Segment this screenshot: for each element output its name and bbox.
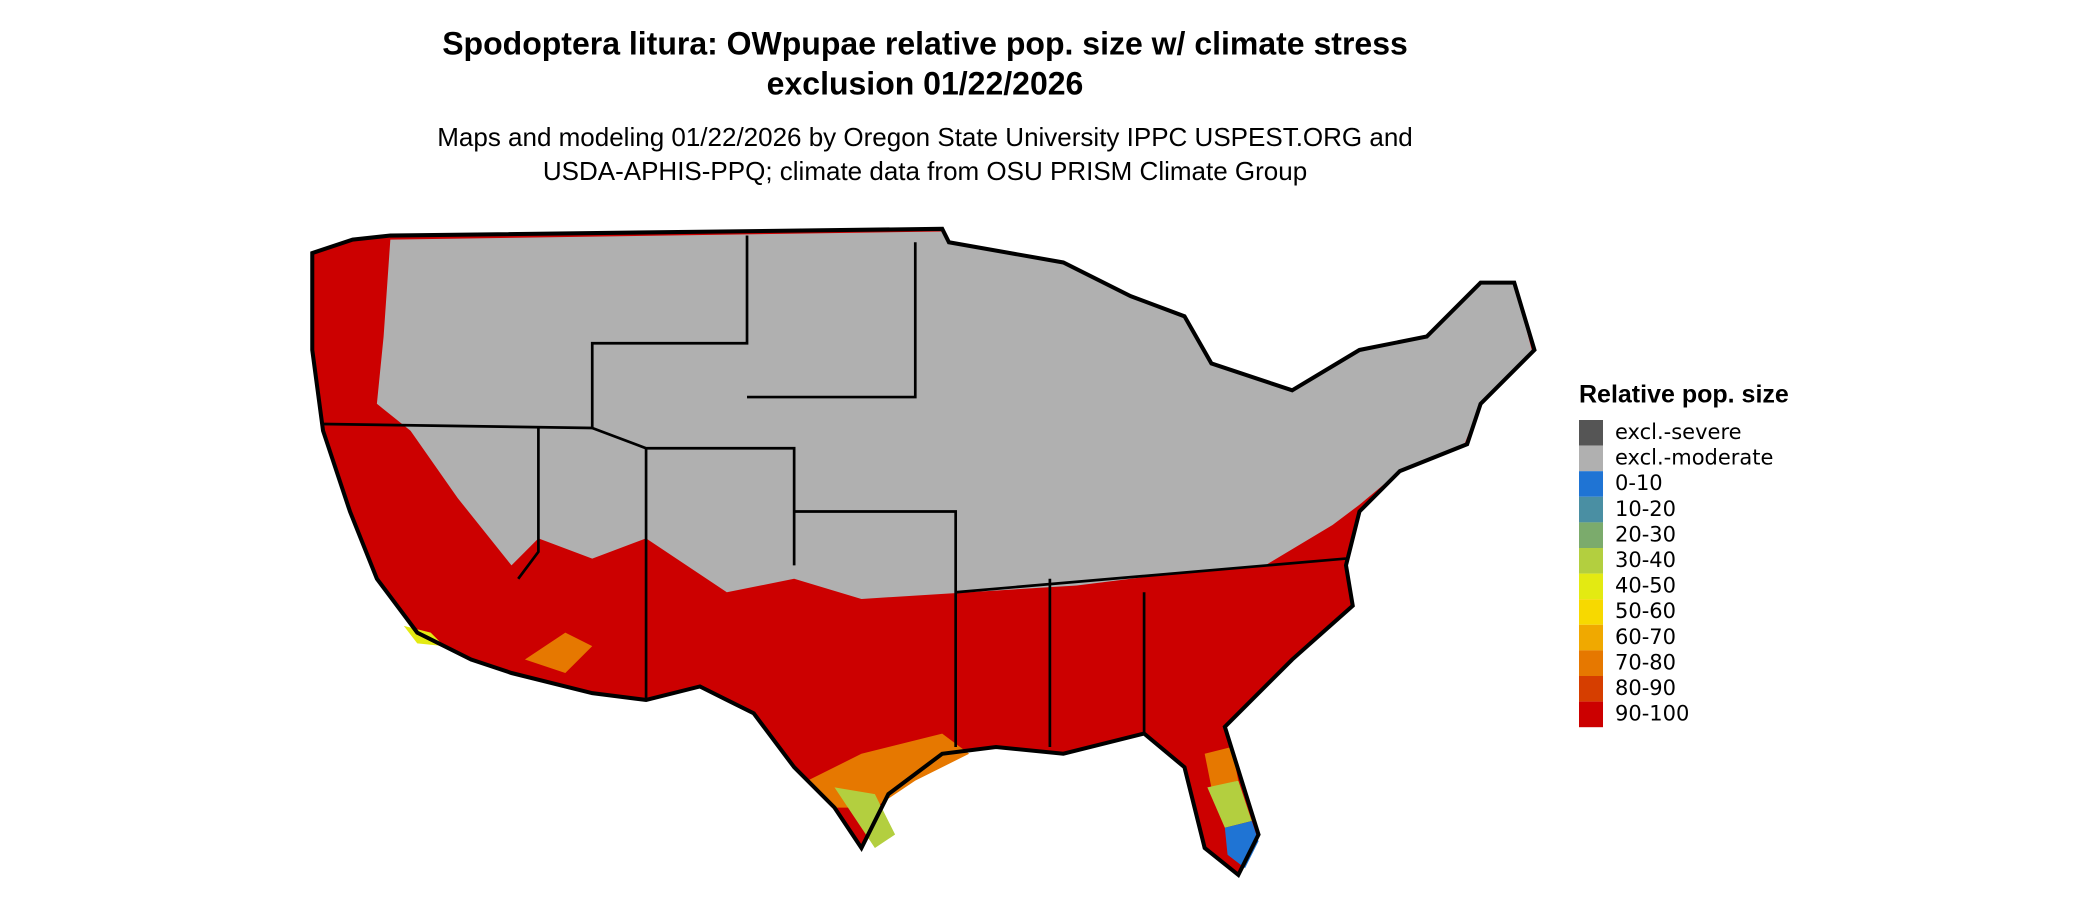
legend-swatch bbox=[1579, 522, 1603, 548]
header: Spodoptera litura: OWpupae relative pop.… bbox=[437, 25, 1413, 185]
legend-label: excl.-severe bbox=[1615, 420, 1742, 444]
state-lines bbox=[323, 235, 1347, 748]
legend-swatch bbox=[1579, 676, 1603, 702]
legend-swatch bbox=[1579, 420, 1603, 446]
title: exclusion 01/22/2026 bbox=[767, 65, 1084, 101]
florida-blue bbox=[1224, 821, 1259, 869]
legend-label: 50-60 bbox=[1615, 599, 1676, 623]
legend-label: 80-90 bbox=[1615, 676, 1676, 700]
legend-swatch bbox=[1579, 701, 1603, 728]
excluded-area bbox=[376, 231, 1532, 599]
legend-label: 70-80 bbox=[1615, 650, 1676, 674]
legend-label: 30-40 bbox=[1615, 548, 1676, 572]
legend-label: 20-30 bbox=[1615, 522, 1676, 546]
subtitle: Maps and modeling 01/22/2026 by Oregon S… bbox=[437, 122, 1413, 152]
legend-label: 10-20 bbox=[1615, 497, 1676, 521]
legend-label: excl.-moderate bbox=[1615, 446, 1773, 470]
florida-orange bbox=[1204, 747, 1239, 788]
legend-title: Relative pop. size bbox=[1579, 381, 1789, 409]
legend-swatch bbox=[1579, 624, 1603, 651]
texas-yellow bbox=[834, 787, 896, 848]
legend-swatch bbox=[1579, 445, 1603, 472]
legend-label: 60-70 bbox=[1615, 625, 1676, 649]
legend-swatch bbox=[1579, 599, 1603, 625]
legend-swatch bbox=[1579, 548, 1603, 574]
subtitle: USDA-APHIS-PPQ; climate data from OSU PR… bbox=[543, 156, 1307, 186]
map bbox=[310, 226, 1537, 879]
florida-green bbox=[1207, 780, 1252, 828]
us-outline bbox=[310, 226, 1537, 879]
gulf-orange bbox=[807, 733, 970, 808]
legend-label: 0-10 bbox=[1615, 471, 1663, 495]
legend-swatch bbox=[1579, 496, 1603, 523]
legend-swatch bbox=[1579, 573, 1603, 600]
legend: Relative pop. size excl.-severeexcl.-mode… bbox=[1579, 381, 1789, 728]
legend-label: 90-100 bbox=[1615, 702, 1689, 726]
legend-swatch bbox=[1579, 650, 1603, 676]
legend-swatch bbox=[1579, 471, 1603, 497]
legend-label: 40-50 bbox=[1615, 574, 1676, 598]
title: Spodoptera litura: OWpupae relative pop.… bbox=[442, 25, 1408, 61]
